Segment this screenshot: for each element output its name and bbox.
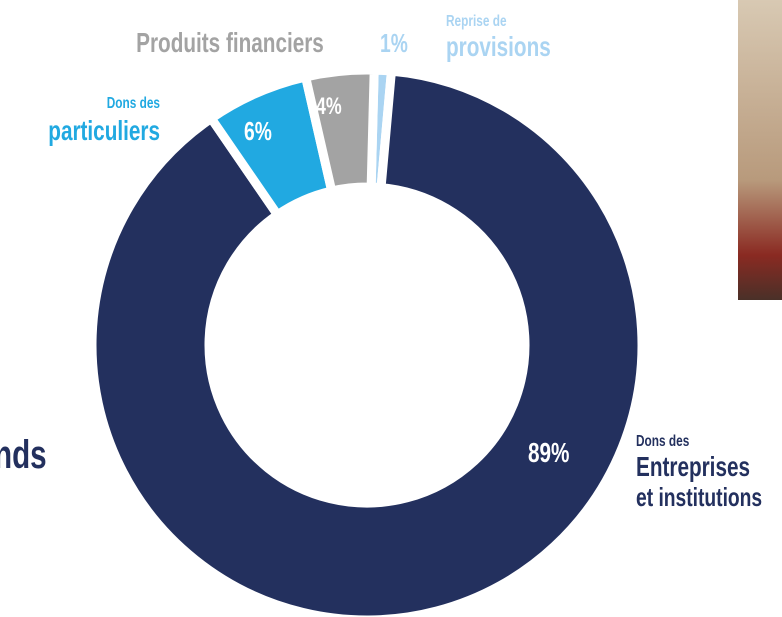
- legend-label: Dons des: [107, 95, 160, 112]
- legend-label: provisions: [446, 31, 551, 62]
- photo: [738, 0, 782, 300]
- legend-label: Reprise de: [446, 13, 507, 30]
- legend-label: particuliers: [48, 115, 160, 146]
- donut-segment: [87, 66, 647, 617]
- value-label: 4%: [316, 93, 342, 120]
- value-label: 89%: [528, 437, 570, 468]
- legend-label: Entreprises: [636, 451, 750, 482]
- legend-label: Produits financiers: [136, 27, 324, 58]
- legend-label: et institutions: [636, 482, 762, 512]
- value-label: 1%: [380, 28, 408, 58]
- value-label: 6%: [244, 116, 272, 146]
- legend-label: Dons des: [636, 433, 689, 450]
- donut-segment: [300, 65, 379, 197]
- cropped-heading: nds: [0, 433, 47, 477]
